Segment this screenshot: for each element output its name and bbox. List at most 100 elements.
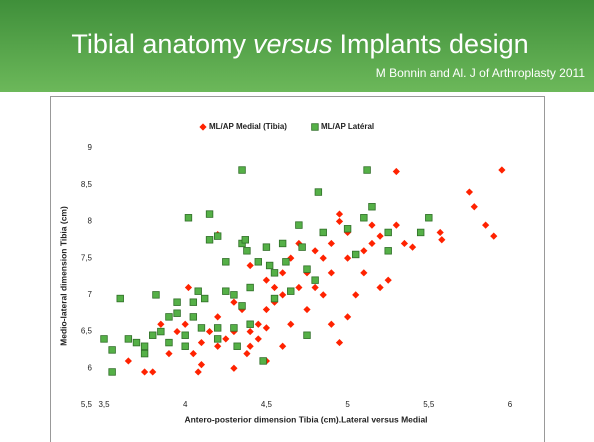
point	[343, 225, 352, 233]
point	[490, 232, 498, 240]
legend-swatch	[311, 123, 319, 131]
point	[279, 291, 287, 299]
point	[295, 283, 303, 292]
title-part: versus	[253, 29, 333, 59]
point	[205, 210, 214, 218]
point	[116, 294, 124, 303]
x-tick-label: 5,5	[423, 400, 435, 409]
point	[482, 221, 490, 229]
point	[470, 203, 478, 211]
point	[327, 320, 335, 328]
point	[197, 324, 206, 332]
title-part: Implants design	[340, 29, 529, 59]
point	[270, 294, 279, 303]
point	[140, 349, 149, 358]
point	[303, 265, 311, 273]
x-tick-label: 4	[183, 400, 188, 409]
point	[392, 221, 400, 229]
point	[165, 338, 173, 347]
point	[278, 239, 287, 248]
point	[295, 221, 303, 229]
point	[384, 247, 392, 255]
point	[149, 331, 157, 339]
slide-title: Tibial anatomy versus Implants design	[71, 29, 528, 59]
point	[149, 368, 157, 376]
point	[189, 298, 198, 306]
header-band	[0, 0, 594, 92]
y-tick-label: 5,5	[81, 400, 93, 409]
point	[335, 210, 344, 218]
point	[327, 239, 335, 248]
x-tick-label: 5	[345, 400, 350, 409]
point	[344, 313, 352, 321]
point	[132, 338, 141, 347]
point	[282, 258, 290, 266]
y-tick-label: 6,5	[81, 327, 93, 336]
point	[259, 357, 267, 365]
point	[262, 305, 270, 314]
point	[438, 236, 446, 244]
point	[400, 239, 409, 248]
point	[230, 364, 238, 372]
point	[360, 214, 368, 222]
point	[140, 342, 149, 350]
point	[124, 357, 132, 365]
point	[194, 368, 202, 376]
point	[363, 166, 371, 174]
point	[141, 368, 149, 376]
point	[181, 331, 189, 339]
point	[246, 261, 254, 270]
point	[425, 214, 433, 222]
point	[262, 324, 270, 332]
point	[246, 342, 254, 350]
point	[311, 247, 319, 255]
point	[262, 276, 270, 284]
point	[214, 342, 222, 350]
point	[303, 305, 311, 314]
point	[184, 283, 193, 292]
point	[344, 254, 352, 262]
y-tick-label: 9	[88, 143, 93, 152]
point	[352, 291, 360, 299]
point	[197, 361, 206, 369]
point	[287, 254, 295, 262]
point	[165, 313, 173, 321]
point	[243, 350, 251, 358]
point	[298, 243, 306, 251]
point	[165, 350, 173, 358]
point	[368, 203, 376, 211]
point	[181, 342, 189, 350]
point	[181, 320, 189, 328]
chart-frame	[50, 96, 545, 442]
point	[238, 302, 246, 310]
point	[254, 335, 262, 343]
point	[230, 291, 238, 299]
point	[157, 320, 165, 328]
point	[376, 232, 384, 240]
point	[243, 247, 251, 255]
legend-label: ML/AP Latéral	[321, 122, 374, 131]
point	[173, 298, 181, 306]
point	[230, 324, 238, 332]
point	[205, 327, 214, 336]
point	[384, 276, 392, 284]
title-part: Tibial anatomy	[71, 29, 246, 59]
point	[287, 320, 295, 328]
point	[352, 250, 360, 259]
point	[408, 243, 417, 251]
point	[335, 217, 344, 226]
point	[262, 243, 271, 251]
point	[335, 338, 344, 347]
y-tick-label: 8,5	[81, 180, 93, 189]
point	[205, 236, 214, 244]
point	[376, 283, 384, 292]
point	[311, 276, 319, 284]
point	[108, 346, 116, 354]
point	[194, 287, 202, 295]
point	[189, 313, 198, 321]
point	[213, 324, 222, 332]
point	[360, 247, 368, 255]
point	[314, 188, 323, 196]
point	[254, 320, 262, 328]
point	[152, 291, 160, 299]
